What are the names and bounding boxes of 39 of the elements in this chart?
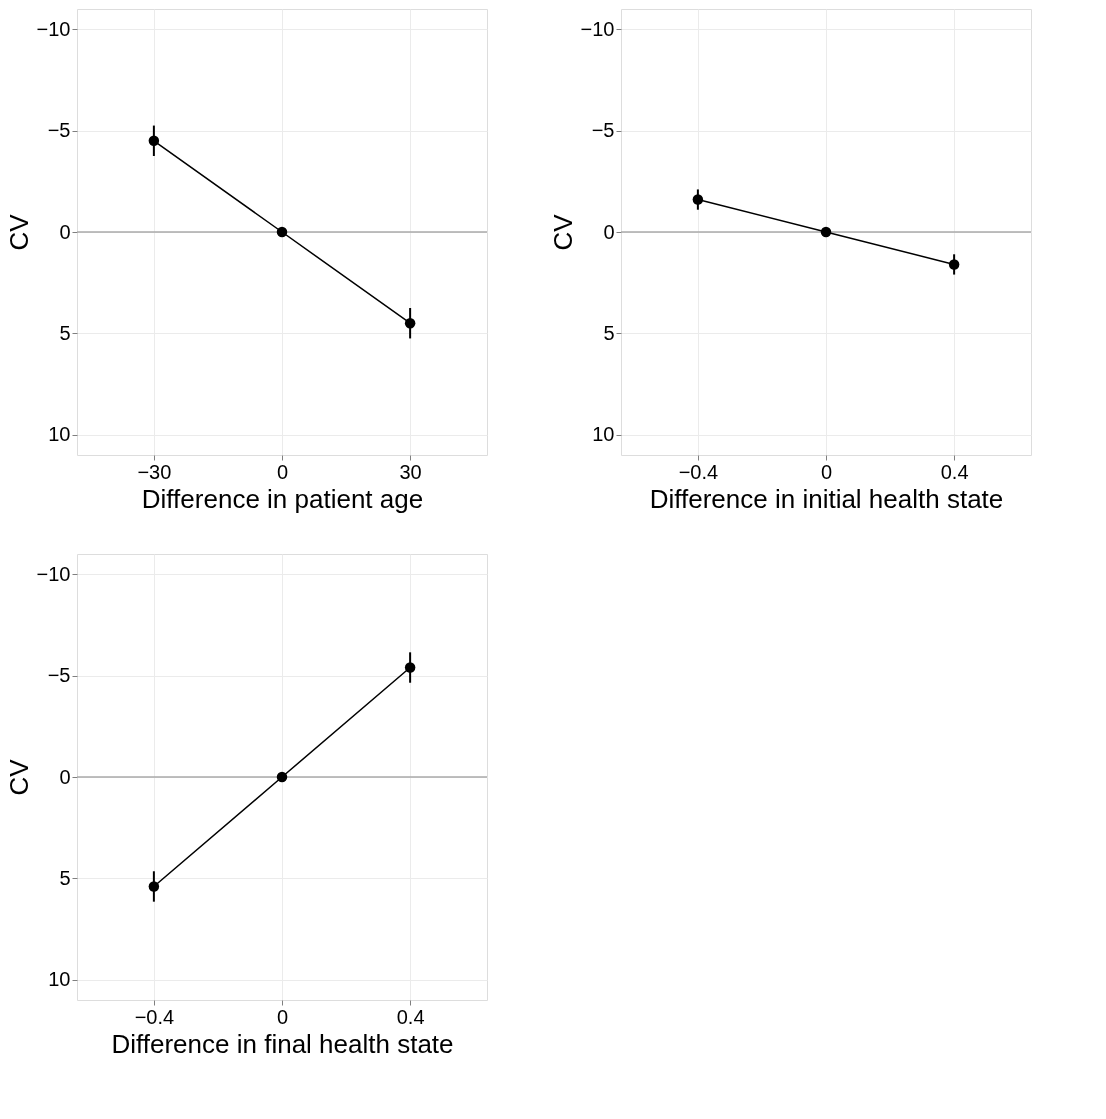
point	[276, 226, 288, 238]
y-tick-label: −10	[36, 562, 71, 585]
point	[948, 259, 960, 270]
x-axis-title: Difference in patient age	[141, 483, 424, 514]
point	[404, 662, 416, 673]
point	[276, 771, 288, 783]
y-axis-title: CV	[3, 213, 34, 251]
x-tick-label: −30	[137, 460, 172, 483]
point	[148, 881, 160, 892]
x-tick-label: −0.4	[134, 1005, 175, 1028]
x-tick-label: 30	[399, 460, 422, 483]
y-tick-label: 0	[59, 220, 71, 243]
point	[404, 317, 416, 329]
x-axis-title: Difference in initial health state	[649, 483, 1004, 514]
y-tick-label: −5	[591, 119, 615, 142]
y-tick-label: 0	[59, 765, 71, 788]
x-tick-label: 0.4	[396, 1005, 425, 1028]
y-tick-label: 5	[59, 321, 71, 344]
x-tick-label: 0	[276, 460, 289, 483]
x-tick-label: 0.4	[940, 460, 969, 483]
x-tick-label: 0	[276, 1005, 289, 1028]
x-axis-title: Difference in final health state	[111, 1028, 454, 1059]
point	[692, 194, 704, 205]
y-tick-label: −5	[47, 664, 71, 687]
y-tick-label: 10	[48, 968, 71, 991]
x-tick-label: 0	[820, 460, 833, 483]
y-tick-label: −10	[580, 17, 615, 40]
x-tick-label: −0.4	[678, 460, 719, 483]
y-axis-title: CV	[547, 213, 578, 251]
y-tick-label: 5	[603, 321, 615, 344]
y-tick-label: −5	[47, 119, 71, 142]
y-tick-label: 10	[592, 423, 615, 446]
y-axis-title: CV	[3, 758, 34, 796]
y-tick-label: 5	[59, 866, 71, 889]
y-tick-label: 0	[603, 220, 615, 243]
point	[148, 135, 160, 147]
y-tick-label: 10	[48, 423, 71, 446]
point	[820, 226, 832, 238]
y-tick-label: −10	[36, 17, 71, 40]
